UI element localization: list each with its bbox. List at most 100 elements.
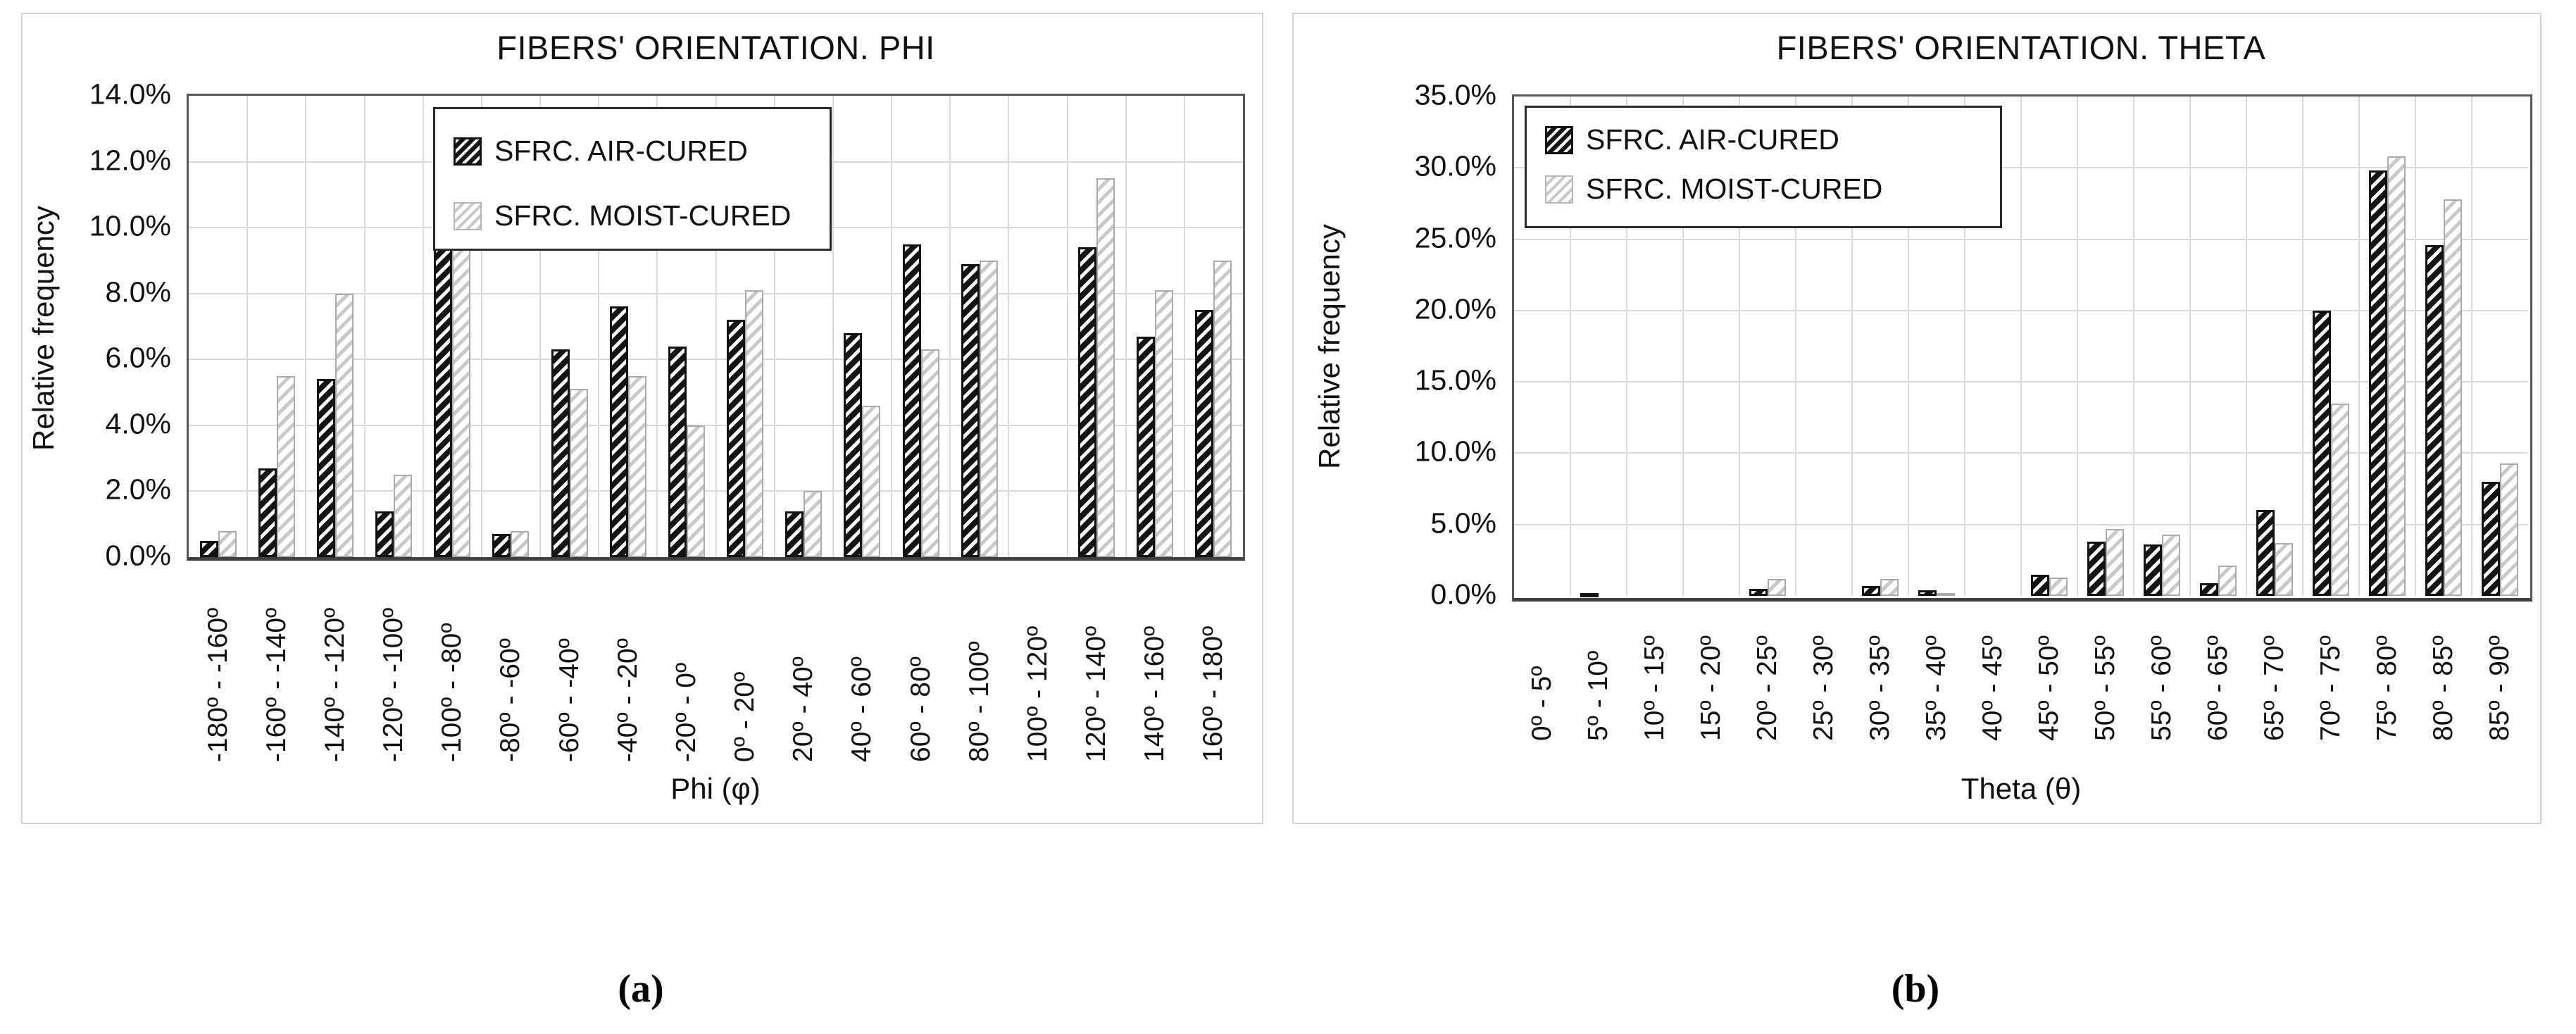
y-tick-label: 5.0% — [1430, 506, 1496, 540]
phi-x-axis-title: Phi (φ) — [670, 772, 761, 805]
x-gridline — [1570, 96, 1571, 596]
x-category-label: -40º - -20º — [612, 638, 643, 762]
bar-moist-cured — [511, 530, 530, 557]
bar-air-cured — [1137, 336, 1156, 557]
bar-moist-cured — [452, 247, 471, 557]
bar-moist-cured — [276, 375, 295, 557]
moist-cured-hatch-swatch-icon — [1545, 175, 1573, 204]
x-gridline — [1626, 96, 1627, 596]
bar-moist-cured — [745, 290, 764, 557]
x-category-label: 15º - 20º — [1696, 635, 1726, 741]
x-category-label: 0º - 5º — [1527, 666, 1557, 741]
x-gridline — [1795, 96, 1796, 596]
x-gridline — [2189, 96, 2191, 596]
phi-legend-label-air: SFRC. AIR-CURED — [494, 135, 748, 167]
x-gridline — [1008, 96, 1010, 557]
bar-air-cured — [2256, 510, 2275, 596]
bar-air-cured — [727, 320, 746, 557]
bar-moist-cured — [804, 491, 823, 557]
bar-air-cured — [2482, 481, 2500, 596]
bar-moist-cured — [2049, 577, 2068, 596]
phi-legend-label-moist: SFRC. MOIST-CURED — [494, 199, 792, 232]
bar-moist-cured — [2444, 199, 2462, 596]
x-category-label: 5º - 10º — [1583, 650, 1613, 741]
x-gridline — [305, 96, 307, 557]
x-gridline — [480, 96, 482, 557]
bar-air-cured — [492, 534, 511, 557]
y-tick-label: 25.0% — [1414, 221, 1496, 254]
bar-moist-cured — [1937, 592, 1955, 596]
x-category-label: 100º - 120º — [1022, 625, 1053, 762]
bar-moist-cured — [1880, 578, 1899, 596]
bar-air-cured — [785, 511, 804, 557]
x-gridline — [1125, 96, 1127, 557]
x-gridline — [656, 96, 658, 557]
x-category-label: 85º - 90º — [2484, 635, 2515, 741]
bar-air-cured — [961, 263, 980, 557]
theta-legend-row-moist: SFRC. MOIST-CURED — [1545, 173, 1882, 206]
bar-air-cured — [902, 244, 921, 557]
x-category-label: 80º - 85º — [2428, 635, 2458, 741]
x-gridline — [949, 96, 951, 557]
x-category-label: 50º - 55º — [2090, 635, 2120, 741]
x-gridline — [246, 96, 249, 557]
x-category-label: 65º - 70º — [2259, 635, 2289, 741]
bar-moist-cured — [1768, 578, 1786, 596]
y-tick-label: 14.0% — [89, 77, 171, 111]
bar-air-cured — [375, 511, 394, 557]
x-gridline — [363, 96, 365, 557]
y-tick-label: 6.0% — [105, 341, 171, 374]
bar-air-cured — [2425, 244, 2444, 596]
subfigure-caption-b: (b) — [1891, 967, 1940, 1011]
bar-moist-cured — [2275, 543, 2293, 596]
bar-air-cured — [2200, 583, 2218, 596]
x-gridline — [2358, 96, 2360, 596]
phi-legend-row-air: SFRC. AIR-CURED — [454, 135, 748, 168]
phi-chart-title: FIBERS' ORIENTATION. PHI — [496, 29, 935, 66]
x-gridline — [2077, 96, 2078, 596]
bar-moist-cured — [1096, 177, 1115, 557]
x-category-label: 160º - 180º — [1198, 625, 1229, 762]
bar-moist-cured — [569, 389, 588, 557]
theta-legend-label-air: SFRC. AIR-CURED — [1586, 123, 1839, 156]
x-category-label: 140º - 160º — [1139, 625, 1170, 762]
bar-moist-cured — [627, 375, 646, 557]
theta-legend-label-moist: SFRC. MOIST-CURED — [1586, 173, 1883, 205]
x-gridline — [832, 96, 834, 557]
bar-air-cured — [2369, 170, 2387, 596]
bar-air-cured — [1749, 588, 1768, 596]
y-tick-label: 15.0% — [1414, 363, 1496, 397]
x-category-label: 70º - 75º — [2315, 635, 2346, 741]
theta-y-axis-title: Relative frequency — [1313, 224, 1346, 469]
bar-air-cured — [1862, 585, 1880, 596]
bar-air-cured — [199, 540, 218, 557]
y-tick-label: 10.0% — [1414, 435, 1496, 468]
x-category-label: 10º - 15º — [1639, 635, 1670, 741]
bar-air-cured — [609, 306, 628, 557]
y-tick-label: 8.0% — [105, 275, 171, 309]
phi-legend-row-moist: SFRC. MOIST-CURED — [454, 199, 791, 232]
x-category-label: 120º - 140º — [1081, 625, 1112, 762]
x-gridline — [598, 96, 600, 557]
bar-air-cured — [2313, 310, 2331, 596]
bar-air-cured — [2144, 544, 2162, 596]
x-category-label: -180º - -160º — [202, 607, 233, 762]
bar-air-cured — [316, 379, 335, 557]
y-tick-label: 12.0% — [89, 144, 171, 177]
y-tick-label: 0.0% — [1430, 578, 1496, 611]
x-gridline — [2133, 96, 2134, 596]
theta-chart-title: FIBERS' ORIENTATION. THETA — [1776, 29, 2266, 66]
x-gridline — [715, 96, 717, 557]
x-gridline — [2246, 96, 2247, 596]
x-category-label: 35º - 40º — [1921, 635, 1951, 741]
x-category-label: 45º - 50º — [2034, 635, 2064, 741]
x-category-label: -140º - -120º — [319, 607, 350, 762]
bar-air-cured — [844, 332, 863, 557]
x-category-label: 0º - 20º — [730, 671, 761, 762]
bar-air-cured — [2087, 542, 2106, 596]
x-gridline — [1682, 96, 1684, 596]
x-gridline — [2415, 96, 2416, 596]
x-gridline — [539, 96, 541, 557]
y-tick-label: 35.0% — [1414, 78, 1496, 111]
y-tick-label: 20.0% — [1414, 292, 1496, 325]
